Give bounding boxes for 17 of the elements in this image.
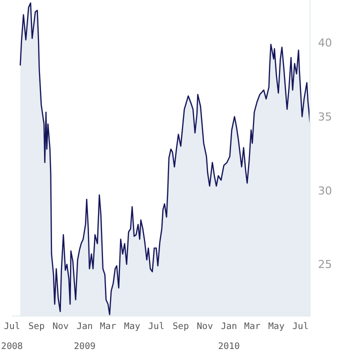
x-tick-label: Jul xyxy=(292,322,309,332)
x-tick-label: Mar xyxy=(244,322,261,332)
y-tick-label: 30 xyxy=(318,184,332,198)
y-tick-label: 40 xyxy=(318,36,332,50)
x-tick-label: Jan 2009 xyxy=(74,322,96,352)
x-tick-label: Mar xyxy=(100,322,117,332)
x-tick-label: Jul 2008 xyxy=(1,322,23,352)
x-tick-label: Nov xyxy=(52,322,69,332)
y-tick-label: 35 xyxy=(318,110,332,124)
x-tick-label: Sep xyxy=(172,322,189,332)
x-tick-label: Nov xyxy=(196,322,214,332)
y-tick-label: 25 xyxy=(318,258,332,272)
x-tick-label: May xyxy=(124,322,141,332)
x-tick-label: May xyxy=(268,322,286,332)
x-tick-label: Jan 2010 xyxy=(218,322,240,352)
x-tick-label: Sep xyxy=(28,322,45,332)
x-tick-label: Jul xyxy=(148,322,164,332)
